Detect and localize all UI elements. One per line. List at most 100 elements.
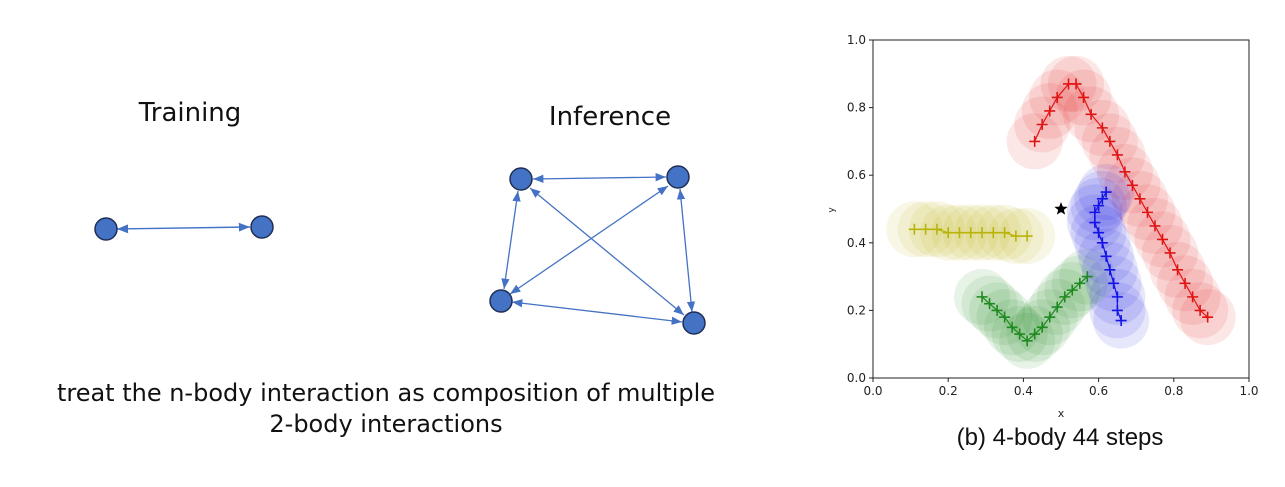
plus-marker [942, 227, 954, 239]
plus-marker [1096, 193, 1108, 205]
plus-marker [931, 223, 943, 235]
plot-frame [872, 39, 1250, 379]
diagram-caption: treat the n-body interaction as composit… [0, 378, 772, 440]
plus-marker [1029, 135, 1041, 147]
plus-marker [1126, 179, 1138, 191]
training-edge [116, 222, 251, 234]
y-tick-label: 1.0 [847, 33, 866, 47]
trajectory-markers [908, 78, 1214, 347]
plus-marker [1093, 200, 1105, 212]
inference-node-bottom-right [682, 311, 706, 335]
plus-marker [1029, 328, 1041, 340]
training-node-b [250, 215, 274, 239]
plus-marker [1089, 206, 1101, 218]
x-tick-label: 0.6 [1089, 384, 1108, 398]
plus-marker [1074, 277, 1086, 289]
plus-marker [1104, 135, 1116, 147]
plus-marker [1081, 271, 1093, 283]
x-tick-label: 0.4 [1014, 384, 1033, 398]
inference-node-bottom-left [489, 289, 513, 313]
edge-tr-br [676, 188, 696, 313]
plus-marker [1164, 247, 1176, 259]
y-tick-label: 0.8 [847, 101, 866, 115]
plus-marker [953, 227, 965, 239]
inference-edges [501, 172, 696, 325]
edge-tl-tr [532, 172, 667, 184]
plus-marker [1111, 149, 1123, 161]
plus-marker [1179, 277, 1191, 289]
plus-marker [1051, 91, 1063, 103]
x-tick-label: 0.8 [1164, 384, 1183, 398]
edge-tl-br [529, 187, 685, 316]
x-axis-label: x [1058, 407, 1065, 420]
plus-marker [976, 291, 988, 303]
plus-marker [1100, 250, 1112, 262]
plus-marker [1044, 311, 1056, 323]
plus-marker [1085, 108, 1097, 120]
caption-line-1: treat the n-body interaction as composit… [56, 379, 716, 407]
plus-marker [1104, 264, 1116, 276]
plus-marker [1096, 237, 1108, 249]
plus-marker [1194, 304, 1206, 316]
y-tick-label: 0.0 [847, 371, 866, 385]
plus-marker [1141, 206, 1153, 218]
plus-marker [1093, 227, 1105, 239]
plus-marker [1021, 230, 1033, 242]
plus-marker [1051, 301, 1063, 313]
trajectory-plot: 0.0 0.2 0.4 0.6 0.8 1.0 0.00.20.40.60.81.0 x … [827, 33, 1259, 420]
plus-marker [1172, 264, 1184, 276]
plus-marker [920, 223, 932, 235]
plus-marker [1111, 291, 1123, 303]
plus-marker [984, 298, 996, 310]
y-axis-label: y [827, 207, 837, 213]
inference-node-top-right [666, 165, 690, 189]
plus-marker [987, 227, 999, 239]
caption-line-2: 2-body interactions [269, 410, 503, 438]
edge-bl-br [511, 299, 683, 325]
plus-marker [1111, 304, 1123, 316]
plus-marker [1187, 291, 1199, 303]
y-axis-ticks: 0.0 0.2 0.4 0.6 0.8 1.0 [847, 33, 873, 385]
edge-tr-bl [509, 185, 669, 295]
plus-marker [1115, 315, 1127, 327]
plus-marker [1014, 328, 1026, 340]
x-tick-label: 0.2 [939, 384, 958, 398]
plus-marker [1036, 119, 1048, 130]
interaction-diagram [94, 165, 706, 335]
star-marker [1054, 202, 1068, 215]
inference-node-top-left [509, 167, 533, 191]
plus-marker [1100, 186, 1112, 198]
training-node-a [94, 217, 118, 241]
x-axis-ticks: 0.0 0.2 0.4 0.6 0.8 1.0 [863, 378, 1259, 398]
training-title: Training [138, 98, 242, 128]
plus-marker [1070, 78, 1082, 90]
y-tick-label: 0.6 [847, 168, 866, 182]
plus-marker [1119, 166, 1131, 178]
x-tick-label: 0.0 [863, 384, 882, 398]
plus-marker [1036, 321, 1048, 333]
plus-marker [999, 227, 1011, 239]
plus-marker [908, 223, 920, 235]
plus-marker [1006, 321, 1018, 333]
plus-marker [1021, 335, 1033, 347]
plus-marker [1202, 311, 1214, 323]
x-tick-label: 1.0 [1239, 384, 1258, 398]
plus-marker [999, 311, 1011, 323]
plus-marker [1149, 220, 1161, 232]
y-tick-label: 0.2 [847, 303, 866, 317]
plus-marker [965, 227, 977, 239]
y-tick-label: 0.4 [847, 236, 866, 250]
plus-marker [1078, 91, 1090, 103]
plus-marker [1059, 291, 1071, 303]
inference-title: Inference [548, 102, 672, 132]
trajectory-blobs [886, 55, 1236, 369]
plus-marker [1010, 230, 1022, 242]
plus-marker [1108, 277, 1120, 289]
plus-marker [1044, 105, 1056, 117]
plus-marker [1089, 217, 1101, 229]
edge-tl-bl [501, 190, 521, 290]
plus-marker [1157, 233, 1169, 245]
plus-marker [991, 304, 1003, 316]
plot-caption: (b) 4-body 44 steps [956, 424, 1164, 451]
plus-marker [1066, 284, 1078, 296]
